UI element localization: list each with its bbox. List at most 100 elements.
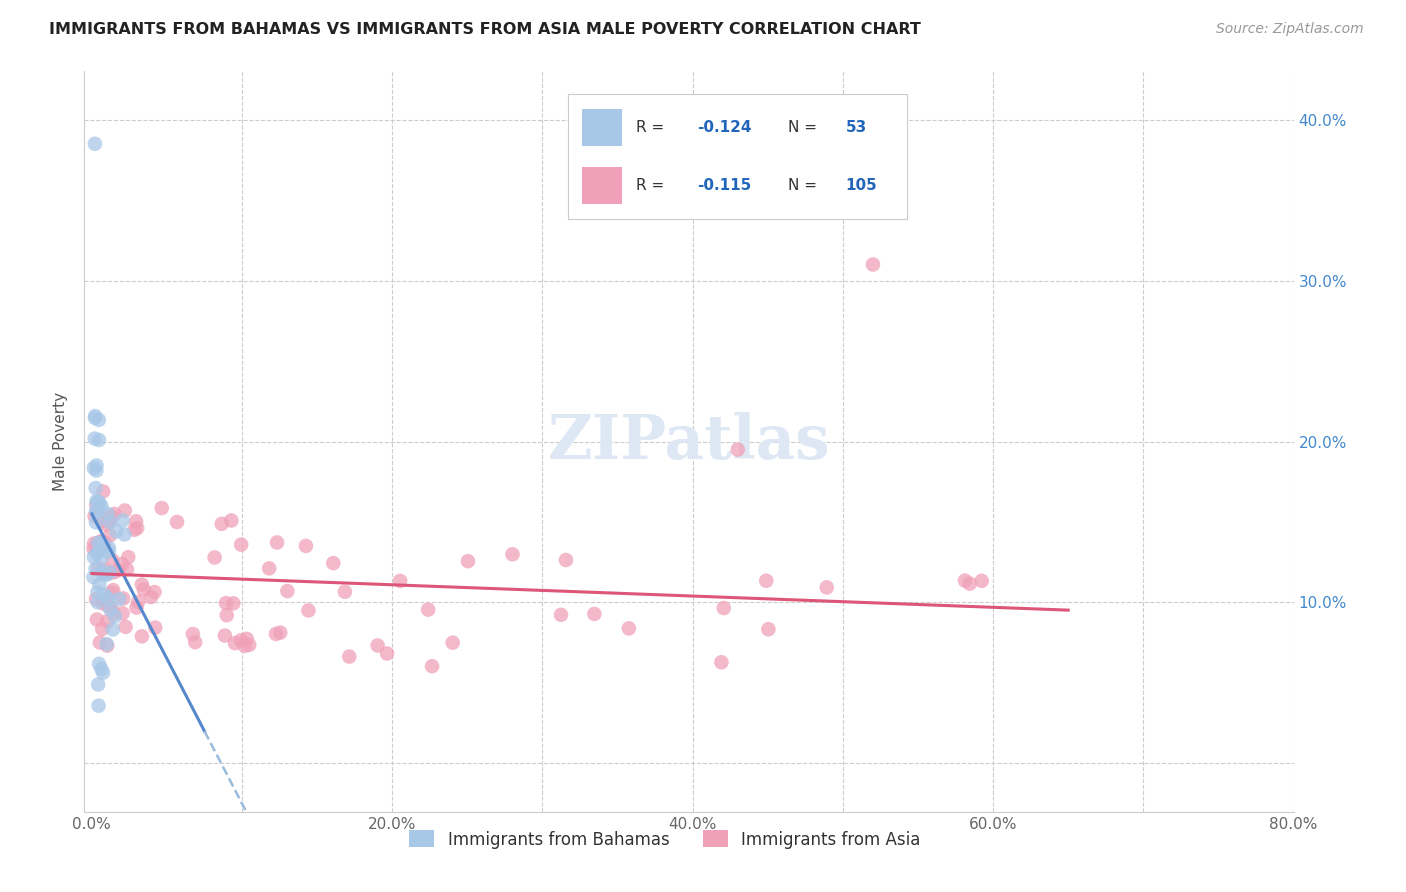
Point [105, 524, 128, 539]
Point [970, 574, 993, 588]
Point [90, 500, 112, 514]
Point [98, 515, 121, 529]
Point [101, 583, 124, 598]
Point [550, 607, 572, 622]
Point [117, 550, 139, 565]
Point [555, 553, 578, 567]
Text: Source: ZipAtlas.com: Source: ZipAtlas.com [1216, 22, 1364, 37]
Point [87, 541, 110, 556]
Point [87, 560, 110, 574]
Point [257, 561, 280, 575]
Point [108, 592, 131, 607]
Point [97, 541, 120, 555]
Point [89, 635, 111, 649]
Point [295, 539, 318, 553]
Point [96, 637, 118, 651]
Point [713, 601, 735, 615]
Point [222, 596, 245, 610]
Point [94, 568, 117, 582]
Point [86, 494, 108, 508]
Point [83, 570, 105, 584]
Point [184, 635, 207, 649]
Point [91, 665, 114, 680]
Point [91, 622, 114, 636]
Point [87, 657, 110, 671]
Point [441, 635, 464, 649]
Point [114, 527, 136, 541]
Point [389, 574, 412, 588]
Point [97, 591, 120, 606]
Point [127, 595, 149, 609]
Point [84, 481, 107, 495]
Point [84, 409, 107, 423]
Point [84, 516, 107, 530]
Point [87, 677, 110, 691]
Point [276, 584, 298, 599]
Point [181, 627, 204, 641]
Point [89, 577, 111, 591]
Point [125, 600, 148, 615]
Point [150, 501, 173, 516]
Point [84, 504, 107, 518]
Point [96, 615, 118, 629]
Point [98, 566, 121, 580]
Point [89, 496, 111, 510]
Point [103, 607, 125, 621]
Point [90, 551, 112, 566]
Point [86, 536, 108, 550]
Point [337, 649, 360, 664]
Point [87, 433, 110, 447]
Y-axis label: Male Poverty: Male Poverty [53, 392, 69, 491]
Point [86, 543, 108, 558]
Point [83, 461, 105, 475]
Point [93, 588, 115, 602]
Point [755, 574, 778, 588]
Point [97, 599, 120, 613]
Point [269, 625, 291, 640]
Point [758, 622, 780, 636]
Point [98, 528, 121, 542]
Point [91, 541, 114, 556]
Point [103, 565, 125, 579]
Point [125, 514, 148, 528]
Point [297, 603, 319, 617]
Point [101, 586, 124, 600]
Point [83, 550, 105, 565]
Point [224, 636, 246, 650]
Point [101, 623, 124, 637]
Point [91, 484, 114, 499]
Point [91, 565, 114, 579]
Point [86, 464, 108, 478]
Point [83, 536, 105, 550]
Point [111, 607, 134, 621]
Text: ZIPatlas: ZIPatlas [548, 411, 830, 472]
Point [98, 544, 121, 558]
Point [115, 562, 138, 576]
Point [103, 507, 125, 521]
Point [127, 521, 149, 535]
Point [959, 576, 981, 591]
Point [727, 442, 749, 457]
Point [214, 629, 236, 643]
Point [96, 517, 118, 532]
Point [84, 592, 107, 607]
Point [131, 629, 153, 643]
Point [86, 504, 108, 518]
Point [98, 514, 121, 528]
Point [862, 258, 884, 272]
Point [420, 659, 443, 673]
Point [815, 580, 838, 594]
Point [101, 553, 124, 567]
Point [86, 547, 108, 561]
Point [204, 550, 226, 565]
Point [97, 515, 120, 529]
Point [235, 632, 257, 646]
Point [215, 608, 238, 623]
Point [143, 585, 166, 599]
Point [112, 591, 135, 606]
Point [83, 541, 105, 556]
Point [264, 627, 287, 641]
Point [143, 621, 166, 635]
Point [91, 566, 114, 581]
Point [501, 547, 523, 561]
